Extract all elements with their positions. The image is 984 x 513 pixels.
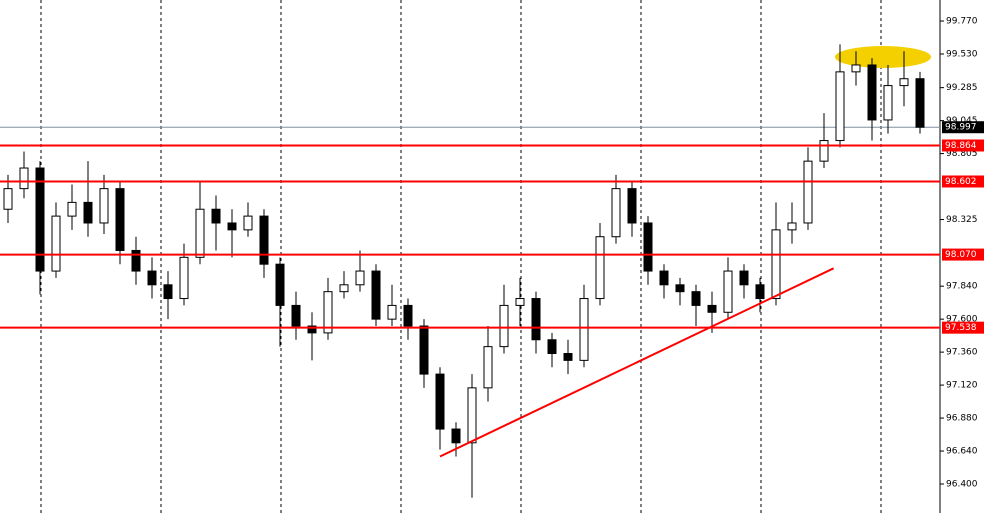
y-tick-label: 98.805 bbox=[946, 149, 978, 159]
level-label: 98.602 bbox=[945, 177, 977, 187]
candle-body bbox=[339, 284, 349, 293]
candle-body bbox=[275, 263, 285, 306]
y-tick-label: 96.640 bbox=[946, 447, 978, 457]
candle-body bbox=[595, 236, 605, 300]
candle-body bbox=[867, 64, 877, 121]
y-tick-label: 97.600 bbox=[946, 315, 978, 325]
candle-body bbox=[19, 167, 29, 190]
level-label-box bbox=[942, 139, 984, 152]
candle-body bbox=[419, 325, 429, 375]
candle-body bbox=[515, 298, 525, 306]
candle-body bbox=[899, 78, 909, 87]
candle-body bbox=[803, 160, 813, 224]
y-tick-label: 96.400 bbox=[946, 480, 978, 490]
y-tick-label: 97.840 bbox=[946, 282, 978, 292]
candle-body bbox=[611, 188, 621, 238]
candle-body bbox=[131, 249, 141, 272]
y-tick-label: 99.285 bbox=[946, 83, 978, 93]
candle-body bbox=[355, 270, 365, 286]
candle-body bbox=[531, 298, 541, 341]
candle-body bbox=[115, 188, 125, 251]
candle-body bbox=[227, 222, 237, 231]
candle-body bbox=[691, 291, 701, 306]
candle-body bbox=[83, 201, 93, 224]
candle-body bbox=[467, 387, 477, 444]
candle-body bbox=[707, 304, 717, 313]
candle-body bbox=[547, 339, 557, 354]
trend-line bbox=[439, 267, 835, 458]
candle-body bbox=[211, 208, 221, 224]
current-price-label: 98.997 bbox=[945, 123, 977, 133]
y-tick-label: 96.880 bbox=[946, 414, 978, 424]
y-tick-label: 97.120 bbox=[946, 381, 978, 391]
candle-body bbox=[147, 270, 157, 286]
candle-body bbox=[195, 208, 205, 258]
candle-body bbox=[883, 85, 893, 121]
candle-body bbox=[403, 304, 413, 327]
candle-body bbox=[179, 256, 189, 300]
candle-body bbox=[819, 140, 829, 162]
candle-body bbox=[851, 64, 861, 73]
candle-body bbox=[627, 188, 637, 224]
candle-body bbox=[371, 270, 381, 320]
level-label: 98.070 bbox=[945, 250, 977, 260]
level-label-box bbox=[942, 248, 984, 261]
candle-body bbox=[771, 229, 781, 300]
candle-body bbox=[3, 188, 13, 210]
candle-body bbox=[835, 71, 845, 142]
candle-body bbox=[723, 270, 733, 313]
candle-body bbox=[755, 284, 765, 300]
candle-body bbox=[659, 270, 669, 286]
candle-body bbox=[499, 304, 509, 348]
candle-body bbox=[291, 304, 301, 327]
candle-body bbox=[387, 304, 397, 320]
candle-body bbox=[163, 284, 173, 300]
level-label-box bbox=[942, 175, 984, 188]
candle-body bbox=[643, 222, 653, 272]
candle-body bbox=[323, 291, 333, 334]
y-tick-label: 97.360 bbox=[946, 348, 978, 358]
candle-body bbox=[483, 346, 493, 389]
candle-body bbox=[739, 270, 749, 286]
candle-body bbox=[51, 215, 61, 272]
candle-body bbox=[563, 352, 573, 361]
candle-body bbox=[675, 284, 685, 293]
candle-body bbox=[307, 325, 317, 334]
candle-body bbox=[35, 167, 45, 272]
level-label: 97.538 bbox=[945, 323, 977, 333]
candle-body bbox=[259, 215, 269, 265]
candle-body bbox=[787, 222, 797, 231]
level-label-box bbox=[942, 321, 984, 334]
candle-body bbox=[915, 78, 925, 128]
candle-body bbox=[99, 188, 109, 224]
candle-body bbox=[579, 298, 589, 361]
y-tick-label: 98.325 bbox=[946, 215, 978, 225]
vertical-grid bbox=[40, 0, 882, 513]
candle-body bbox=[243, 215, 253, 231]
highlight bbox=[835, 46, 931, 68]
y-tick-label: 99.530 bbox=[946, 49, 978, 59]
candle-body bbox=[435, 373, 445, 430]
y-tick-label: 99.770 bbox=[946, 17, 978, 27]
candle-body bbox=[451, 428, 461, 444]
level-label: 98.864 bbox=[945, 141, 977, 151]
current-price-box bbox=[942, 121, 984, 134]
y-tick-label: 99.045 bbox=[946, 116, 978, 126]
candle-body bbox=[67, 201, 77, 217]
